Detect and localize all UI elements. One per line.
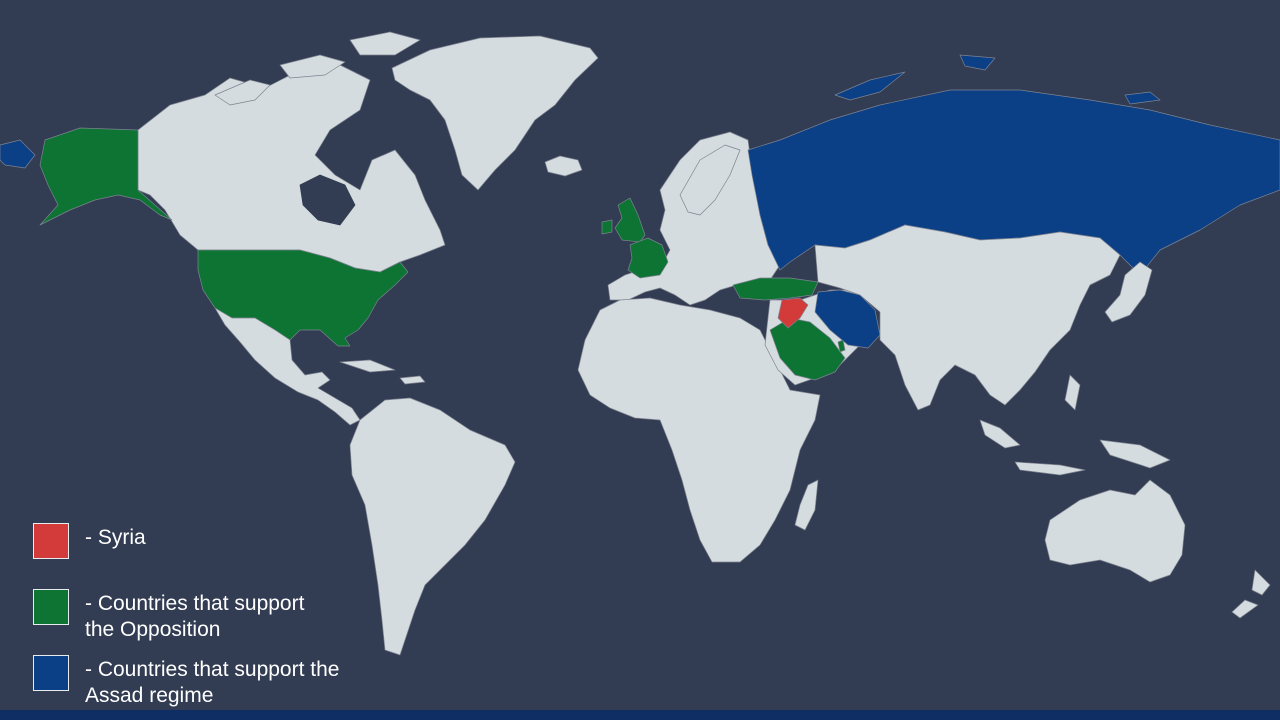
legend-label-syria: - Syria [85,525,146,551]
mexico-central-america [214,307,361,426]
bottom-bar [0,710,1280,720]
legend-label-opposition: - Countries that support the Opposition [85,591,304,643]
iran [814,289,881,349]
southeast-asia-islands [979,374,1171,476]
assad-swatch [33,655,69,691]
new-zealand [1231,569,1271,619]
legend-label-assad-line2: Assad regime [85,684,214,707]
alaska [39,127,173,226]
africa [577,297,821,563]
legend-label-opposition-line2: the Opposition [85,618,221,641]
asia [814,224,1121,411]
saudi-arabia [769,317,846,381]
canada [137,64,446,273]
russia-arctic-islands [834,54,1161,105]
turkey [732,277,819,301]
legend-label-assad: - Countries that support the Assad regim… [85,657,339,709]
legend-item-opposition: - Countries that support the Opposition [33,589,413,655]
caribbean [339,359,426,385]
opposition-swatch [33,589,69,625]
arctic-islands [214,31,421,106]
legend-label-assad-line1: - Countries that support the [85,658,340,681]
syria [777,297,809,329]
greenland [391,35,599,191]
map-legend: - Syria - Countries that support the Opp… [33,523,413,707]
france [627,237,669,279]
russia-chukotka [0,139,36,169]
madagascar [794,479,819,531]
syria-swatch [33,523,69,559]
legend-label-opposition-line1: - Countries that support [85,592,305,615]
hudson-bay [299,174,356,226]
qatar [837,339,846,353]
legend-label-syria-text: - Syria [85,526,146,549]
australia [1044,479,1186,583]
scandinavia [679,144,741,216]
iceland [544,155,583,177]
south-america [349,397,516,656]
united-kingdom [601,197,646,243]
japan [1104,261,1153,323]
legend-item-assad: - Countries that support the Assad regim… [33,655,413,707]
legend-item-syria: - Syria [33,523,413,589]
